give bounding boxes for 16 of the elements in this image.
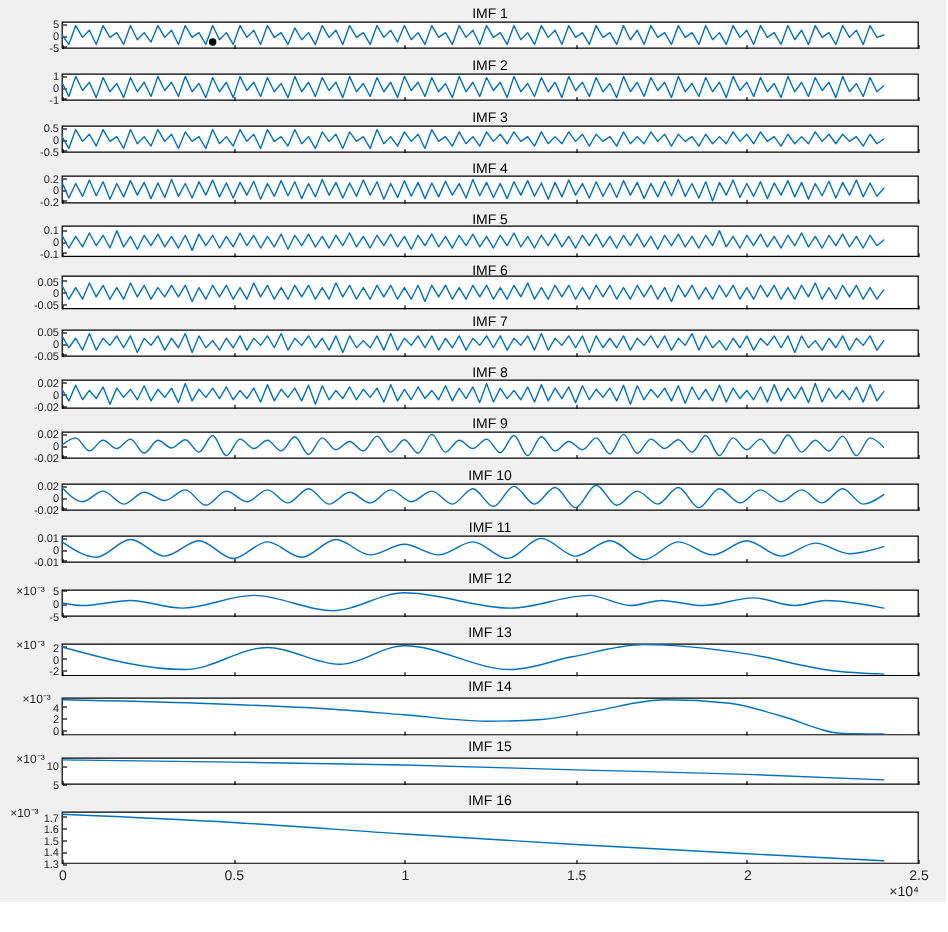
line-series [62,699,885,735]
line-series [62,229,885,252]
line-series [62,433,885,457]
line-series [62,332,885,354]
line-series [62,382,885,406]
line-series [62,813,885,862]
line-series [62,178,885,202]
line-series [62,759,885,781]
line-series [62,484,885,509]
line-series [62,128,885,150]
line-series [62,282,885,303]
line-series [62,24,885,46]
line-series [62,592,885,612]
line-series [62,537,885,561]
line-series [62,75,885,99]
line-series [62,644,885,675]
